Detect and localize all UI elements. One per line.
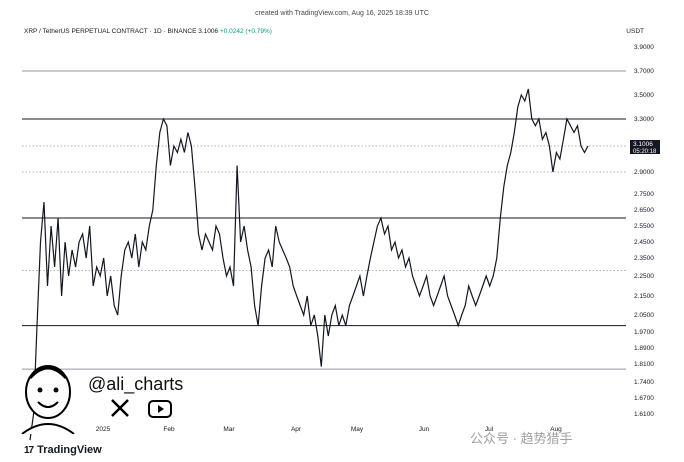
y-tick-label: 1.7400 — [634, 379, 654, 386]
x-icon[interactable] — [110, 398, 130, 418]
y-tick-label: 2.6500 — [634, 207, 654, 214]
price-change: +0.0242 (+0.79%) — [219, 28, 272, 35]
price-tag-countdown: 05:20:18 — [633, 149, 657, 155]
price-tag-value: 3.1006 — [633, 141, 653, 148]
x-tick-label: Aug — [550, 426, 562, 433]
y-tick-label: 2.4500 — [634, 239, 654, 246]
price-line — [29, 88, 589, 441]
y-tick-label: 2.5500 — [634, 223, 654, 230]
chart-watermark: created with TradingView.com, Aug 16, 20… — [255, 10, 429, 17]
y-tick-label: 1.8900 — [634, 345, 654, 352]
y-tick-label: 1.6100 — [634, 411, 654, 418]
last-price: 3.1006 — [198, 28, 219, 35]
x-tick-label: 2025 — [96, 426, 111, 433]
price-tag: 3.1006 05:20:18 — [630, 140, 660, 155]
y-tick-label: 2.9000 — [634, 169, 654, 176]
symbol-header: XRP / TetherUS PERPETUAL CONTRACT · 1D ·… — [24, 28, 272, 35]
y-tick-label: 3.5000 — [634, 92, 654, 99]
y-tick-label: 1.6700 — [634, 395, 654, 402]
y-tick-label: 2.7500 — [634, 191, 654, 198]
x-tick-label: Feb — [163, 426, 175, 433]
x-tick-label: Jul — [485, 426, 494, 433]
y-tick-label: 2.0500 — [634, 312, 654, 319]
tv-logo-icon: 17 — [24, 445, 34, 456]
social-handle: @ali_charts — [88, 374, 184, 394]
x-tick-label: Apr — [291, 426, 302, 433]
brand-name: TradingView — [37, 444, 102, 456]
tradingview-logo: 17 TradingView — [24, 444, 102, 456]
youtube-icon[interactable] — [148, 400, 172, 418]
y-tick-label: 2.3500 — [634, 255, 654, 262]
y-tick-label: 3.3000 — [634, 116, 654, 123]
y-tick-label: 3.9000 — [634, 44, 654, 51]
y-tick-label: 3.7000 — [634, 68, 654, 75]
x-tick-label: Mar — [223, 426, 235, 433]
currency-unit: USDT — [626, 28, 644, 35]
y-tick-label: 1.9700 — [634, 329, 654, 336]
x-tick-label: May — [351, 426, 364, 433]
avatar-icon — [21, 365, 75, 434]
y-tick-label: 2.1500 — [634, 293, 654, 300]
wechat-watermark: 公众号 · 趋势猎手 — [470, 431, 573, 446]
symbol-title: XRP / TetherUS PERPETUAL CONTRACT · 1D ·… — [24, 28, 197, 35]
y-tick-label: 1.8100 — [634, 361, 654, 368]
y-axis: 3.9000 3.7000 3.5000 3.3000 2.9000 2.7500 2.65… — [634, 44, 654, 418]
x-tick-label: Jun — [419, 426, 430, 433]
y-tick-label: 2.2500 — [634, 273, 654, 280]
